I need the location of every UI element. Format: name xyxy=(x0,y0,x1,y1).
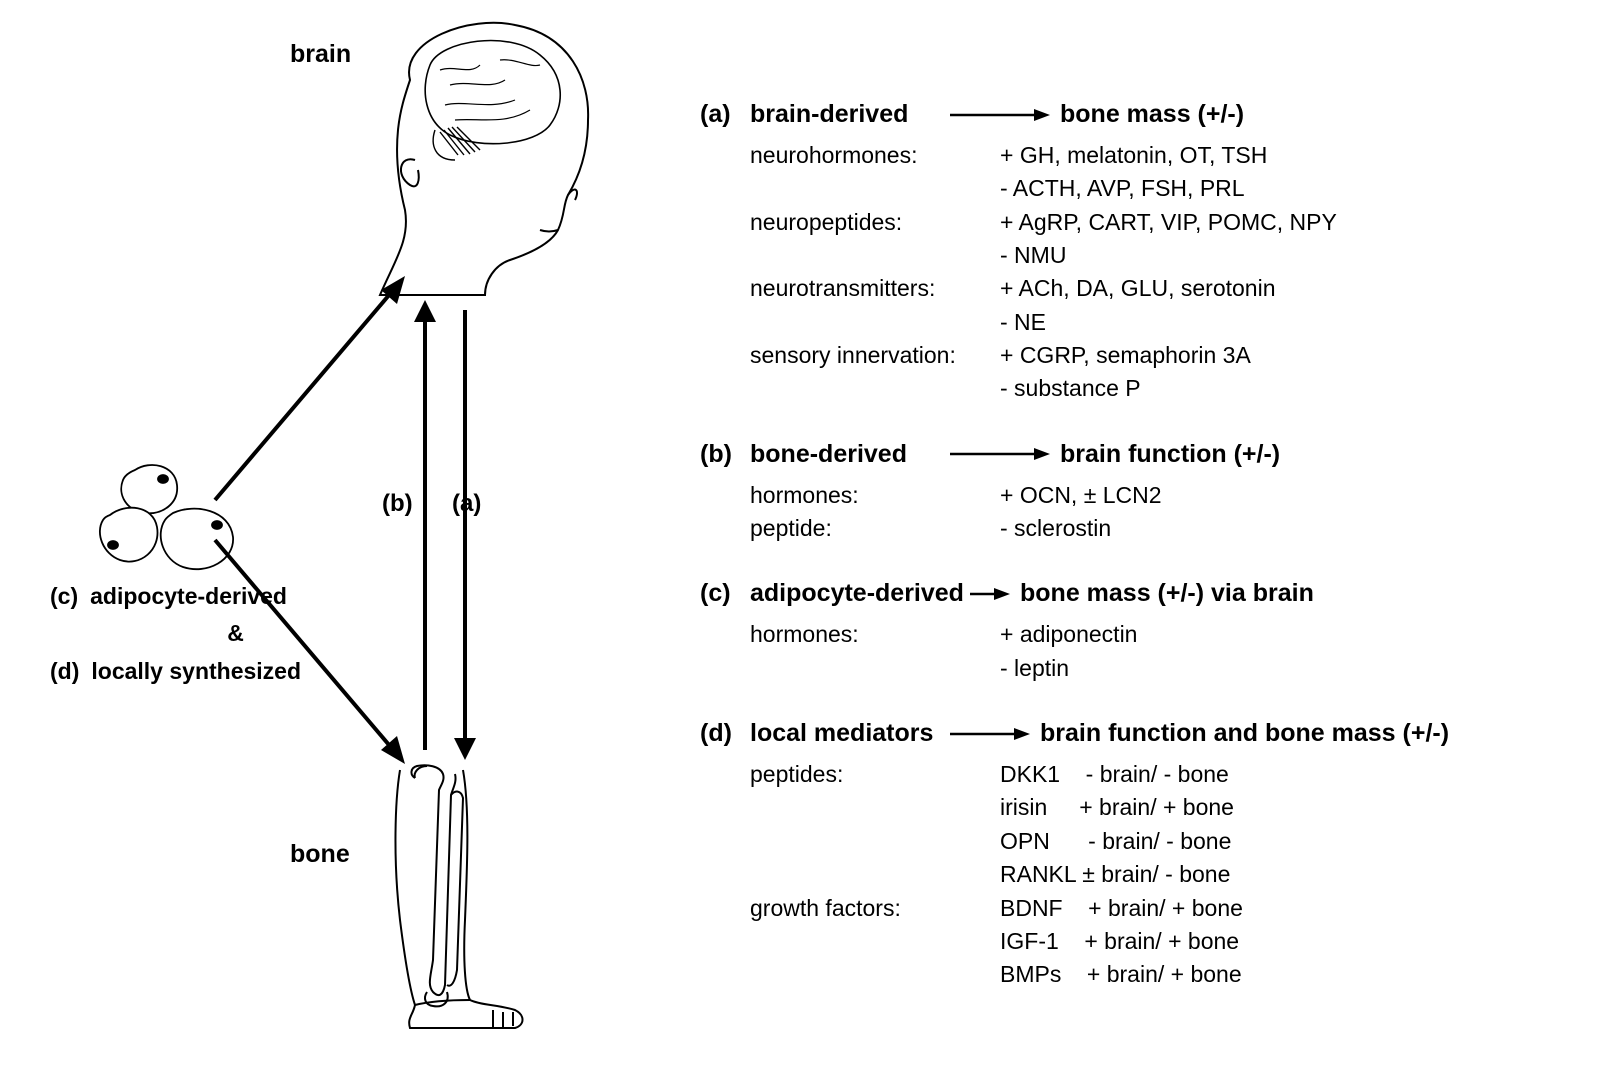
section-d-tag: (d) xyxy=(700,719,750,748)
row-values: + ACh, DA, GLU, serotonin xyxy=(1000,272,1580,305)
section-a-rows: neurohormones:+ GH, melatonin, OT, TSH- … xyxy=(700,139,1580,406)
row-category xyxy=(750,791,1000,824)
list-item: irisin + brain/ + bone xyxy=(700,791,1580,824)
list-item: growth factors:BDNF + brain/ + bone xyxy=(700,892,1580,925)
arrow-right-icon xyxy=(950,446,1050,462)
diagonal-arrows-icon xyxy=(200,270,430,770)
row-values: - substance P xyxy=(1000,372,1580,405)
section-c-rhs: bone mass (+/-) via brain xyxy=(1020,579,1314,608)
text-c: adipocyte-derived xyxy=(90,580,287,613)
list-item: hormones:+ adiponectin xyxy=(700,618,1580,651)
row-values: irisin + brain/ + bone xyxy=(1000,791,1580,824)
section-c-tag: (c) xyxy=(700,579,750,608)
row-category xyxy=(750,239,1000,272)
row-category xyxy=(750,652,1000,685)
arrow-right-icon xyxy=(950,107,1050,123)
text-d: locally synthesized xyxy=(91,655,301,688)
text-area: (a) brain-derived bone mass (+/-) neuroh… xyxy=(700,100,1580,1026)
list-item: - substance P xyxy=(700,372,1580,405)
section-a-tag: (a) xyxy=(700,100,750,129)
section-a: (a) brain-derived bone mass (+/-) neuroh… xyxy=(700,100,1580,406)
row-values: BDNF + brain/ + bone xyxy=(1000,892,1580,925)
section-d-rows: peptides:DKK1 - brain/ - boneirisin + br… xyxy=(700,758,1580,991)
row-category: neurohormones: xyxy=(750,139,1000,172)
section-b-rows: hormones:+ OCN, ± LCN2peptide:- sclerost… xyxy=(700,479,1580,546)
section-c: (c) adipocyte-derived bone mass (+/-) vi… xyxy=(700,579,1580,685)
ampersand: & xyxy=(227,617,244,650)
list-item: - NMU xyxy=(700,239,1580,272)
row-values: + OCN, ± LCN2 xyxy=(1000,479,1580,512)
list-item: peptide:- sclerostin xyxy=(700,512,1580,545)
section-d: (d) local mediators brain function and b… xyxy=(700,719,1580,991)
section-c-rows: hormones:+ adiponectin- leptin xyxy=(700,618,1580,685)
list-item: - ACTH, AVP, FSH, PRL xyxy=(700,172,1580,205)
list-item: peptides:DKK1 - brain/ - bone xyxy=(700,758,1580,791)
row-category xyxy=(750,858,1000,891)
row-values: - ACTH, AVP, FSH, PRL xyxy=(1000,172,1580,205)
row-category: sensory innervation: xyxy=(750,339,1000,372)
list-item: neurohormones:+ GH, melatonin, OT, TSH xyxy=(700,139,1580,172)
row-category: peptide: xyxy=(750,512,1000,545)
row-values: + adiponectin xyxy=(1000,618,1580,651)
row-values: RANKL ± brain/ - bone xyxy=(1000,858,1580,891)
row-category: neurotransmitters: xyxy=(750,272,1000,305)
list-item: sensory innervation:+ CGRP, semaphorin 3… xyxy=(700,339,1580,372)
row-values: OPN - brain/ - bone xyxy=(1000,825,1580,858)
row-category xyxy=(750,958,1000,991)
row-values: + CGRP, semaphorin 3A xyxy=(1000,339,1580,372)
tag-d: (d) xyxy=(50,655,79,688)
arrow-a-label: (a) xyxy=(452,490,481,518)
list-item: OPN - brain/ - bone xyxy=(700,825,1580,858)
row-category: neuropeptides: xyxy=(750,206,1000,239)
row-category xyxy=(750,925,1000,958)
section-b: (b) bone-derived brain function (+/-) ho… xyxy=(700,440,1580,546)
list-item: hormones:+ OCN, ± LCN2 xyxy=(700,479,1580,512)
row-category xyxy=(750,306,1000,339)
arrow-right-icon xyxy=(950,726,1030,742)
row-category: growth factors: xyxy=(750,892,1000,925)
list-item: - leptin xyxy=(700,652,1580,685)
list-item: BMPs + brain/ + bone xyxy=(700,958,1580,991)
section-b-tag: (b) xyxy=(700,440,750,469)
bone-icon xyxy=(365,760,565,1060)
row-values: - NE xyxy=(1000,306,1580,339)
row-category: peptides: xyxy=(750,758,1000,791)
row-values: - leptin xyxy=(1000,652,1580,685)
row-values: - sclerostin xyxy=(1000,512,1580,545)
list-item: IGF-1 + brain/ + bone xyxy=(700,925,1580,958)
row-category xyxy=(750,172,1000,205)
section-b-rhs: brain function (+/-) xyxy=(1060,440,1280,469)
row-values: BMPs + brain/ + bone xyxy=(1000,958,1580,991)
arrow-right-icon xyxy=(970,586,1010,602)
list-item: neuropeptides:+ AgRP, CART, VIP, POMC, N… xyxy=(700,206,1580,239)
diagram-area: brain bone xyxy=(0,0,680,1065)
row-values: - NMU xyxy=(1000,239,1580,272)
row-category: hormones: xyxy=(750,479,1000,512)
row-values: + AgRP, CART, VIP, POMC, NPY xyxy=(1000,206,1580,239)
section-a-rhs: bone mass (+/-) xyxy=(1060,100,1244,129)
row-values: DKK1 - brain/ - bone xyxy=(1000,758,1580,791)
row-values: + GH, melatonin, OT, TSH xyxy=(1000,139,1580,172)
row-category xyxy=(750,372,1000,405)
adipocyte-labels: (c) adipocyte-derived & (d) locally synt… xyxy=(50,580,301,692)
tag-c: (c) xyxy=(50,580,78,613)
row-category: hormones: xyxy=(750,618,1000,651)
section-d-rhs: brain function and bone mass (+/-) xyxy=(1040,719,1449,748)
row-values: IGF-1 + brain/ + bone xyxy=(1000,925,1580,958)
row-category xyxy=(750,825,1000,858)
section-c-lhs: adipocyte-derived xyxy=(750,579,990,608)
brain-icon xyxy=(340,10,620,310)
list-item: neurotransmitters:+ ACh, DA, GLU, seroto… xyxy=(700,272,1580,305)
list-item: RANKL ± brain/ - bone xyxy=(700,858,1580,891)
list-item: - NE xyxy=(700,306,1580,339)
bone-label: bone xyxy=(290,840,350,869)
